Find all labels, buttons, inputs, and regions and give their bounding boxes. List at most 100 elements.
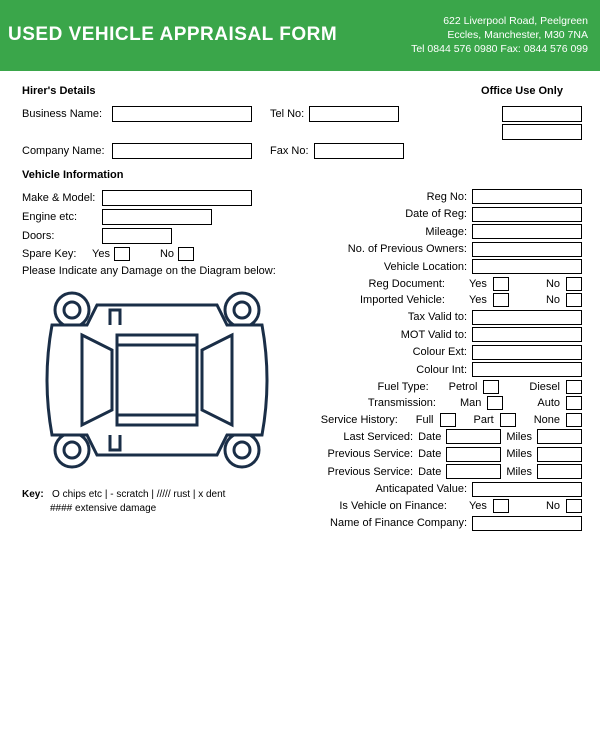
form-header: USED VEHICLE APPRAISAL FORM 622 Liverpoo… — [0, 0, 600, 71]
lastserv-date-label: Date — [418, 431, 441, 443]
spare-yes-label: Yes — [92, 248, 110, 260]
header-address: 622 Liverpool Road, Peelgreen Eccles, Ma… — [411, 14, 588, 57]
business-input[interactable] — [112, 106, 252, 122]
lastserv-date-input[interactable] — [446, 429, 501, 444]
engine-input[interactable] — [102, 209, 212, 225]
diesel-label: Diesel — [529, 381, 560, 393]
fax-label: Fax No: — [270, 145, 309, 157]
part-check[interactable] — [500, 413, 516, 427]
regno-input[interactable] — [472, 189, 582, 204]
finance-no-label: No — [546, 500, 560, 512]
finance-yes-check[interactable] — [493, 499, 509, 513]
prevserv1-label: Previous Service: — [327, 448, 413, 460]
location-label: Vehicle Location: — [384, 261, 467, 273]
regno-label: Reg No: — [427, 191, 467, 203]
office-box-2[interactable] — [502, 124, 582, 140]
petrol-check[interactable] — [483, 380, 499, 394]
full-check[interactable] — [440, 413, 456, 427]
company-input[interactable] — [112, 143, 252, 159]
make-label: Make & Model: — [22, 192, 102, 204]
mileage-label: Mileage: — [425, 226, 467, 238]
service-label: Service History: — [321, 414, 398, 426]
finance-label: Is Vehicle on Finance: — [339, 500, 447, 512]
regdoc-label: Reg Document: — [369, 278, 445, 290]
cint-input[interactable] — [472, 362, 582, 377]
owners-label: No. of Previous Owners: — [348, 243, 467, 255]
engine-label: Engine etc: — [22, 211, 102, 223]
form-body: Hirer's Details Office Use Only Business… — [0, 71, 600, 542]
imported-no-label: No — [546, 294, 560, 306]
finance-yes-label: Yes — [469, 500, 487, 512]
company-label: Company Name: — [22, 145, 112, 157]
addr-line2: Eccles, Manchester, M30 7NA — [411, 28, 588, 42]
key-block: Key: O chips etc | - scratch | ///// rus… — [22, 489, 311, 514]
owners-input[interactable] — [472, 242, 582, 257]
doors-input[interactable] — [102, 228, 172, 244]
petrol-label: Petrol — [449, 381, 478, 393]
full-label: Full — [416, 414, 434, 426]
prevserv2-miles-label: Miles — [506, 466, 532, 478]
datereg-input[interactable] — [472, 207, 582, 222]
lastserv-miles-input[interactable] — [537, 429, 582, 444]
man-label: Man — [460, 397, 481, 409]
prevserv1-miles-label: Miles — [506, 448, 532, 460]
imported-no-check[interactable] — [566, 293, 582, 307]
car-diagram — [22, 280, 292, 480]
addr-line3: Tel 0844 576 0980 Fax: 0844 576 099 — [411, 42, 588, 56]
location-input[interactable] — [472, 259, 582, 274]
key-label: Key: — [22, 489, 44, 500]
spare-no-label: No — [160, 248, 174, 260]
prevserv2-miles-input[interactable] — [537, 464, 582, 479]
prevserv1-miles-input[interactable] — [537, 447, 582, 462]
anticipated-label: Anticapated Value: — [375, 483, 467, 495]
imported-yes-label: Yes — [469, 294, 487, 306]
tel-input[interactable] — [309, 106, 399, 122]
vehicle-section-title: Vehicle Information — [22, 169, 582, 181]
imported-yes-check[interactable] — [493, 293, 509, 307]
financeco-input[interactable] — [472, 516, 582, 531]
regdoc-no-label: No — [546, 278, 560, 290]
prevserv1-date-input[interactable] — [446, 447, 501, 462]
office-box-1[interactable] — [502, 106, 582, 122]
auto-label: Auto — [537, 397, 560, 409]
anticipated-input[interactable] — [472, 482, 582, 497]
office-section-title: Office Use Only — [462, 85, 582, 97]
diesel-check[interactable] — [566, 380, 582, 394]
financeco-label: Name of Finance Company: — [330, 517, 467, 529]
none-check[interactable] — [566, 413, 582, 427]
finance-no-check[interactable] — [566, 499, 582, 513]
cext-input[interactable] — [472, 345, 582, 360]
business-label: Business Name: — [22, 108, 112, 120]
spare-no-check[interactable] — [178, 247, 194, 261]
key-line2: #### extensive damage — [50, 503, 311, 514]
auto-check[interactable] — [566, 396, 582, 410]
trans-label: Transmission: — [368, 397, 436, 409]
man-check[interactable] — [487, 396, 503, 410]
cext-label: Colour Ext: — [413, 346, 467, 358]
tel-label: Tel No: — [270, 108, 304, 120]
mot-input[interactable] — [472, 327, 582, 342]
regdoc-no-check[interactable] — [566, 277, 582, 291]
fuel-label: Fuel Type: — [378, 381, 429, 393]
prevserv1-date-label: Date — [418, 448, 441, 460]
cint-label: Colour Int: — [416, 364, 467, 376]
part-label: Part — [474, 414, 494, 426]
lastserv-miles-label: Miles — [506, 431, 532, 443]
fax-input[interactable] — [314, 143, 404, 159]
regdoc-yes-label: Yes — [469, 278, 487, 290]
key-line1: O chips etc | - scratch | ///// rust | x… — [52, 489, 225, 500]
addr-line1: 622 Liverpool Road, Peelgreen — [411, 14, 588, 28]
spare-yes-check[interactable] — [114, 247, 130, 261]
tax-input[interactable] — [472, 310, 582, 325]
prevserv2-date-input[interactable] — [446, 464, 501, 479]
form-title: USED VEHICLE APPRAISAL FORM — [8, 24, 337, 46]
mot-label: MOT Valid to: — [401, 329, 467, 341]
prevserv2-date-label: Date — [418, 466, 441, 478]
regdoc-yes-check[interactable] — [493, 277, 509, 291]
make-input[interactable] — [102, 190, 252, 206]
lastserv-label: Last Serviced: — [343, 431, 413, 443]
tax-label: Tax Valid to: — [408, 311, 467, 323]
imported-label: Imported Vehicle: — [360, 294, 445, 306]
datereg-label: Date of Reg: — [405, 208, 467, 220]
mileage-input[interactable] — [472, 224, 582, 239]
